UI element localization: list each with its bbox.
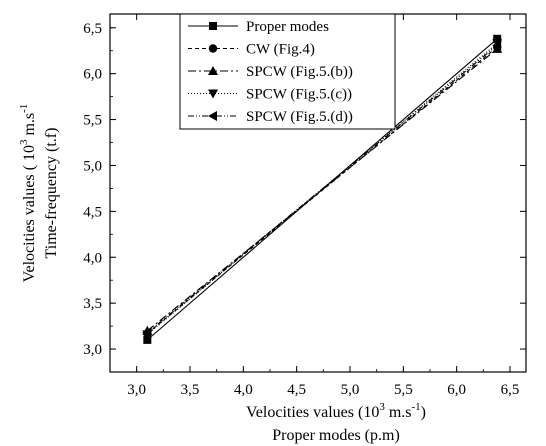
x-axis-title-part: Velocities values (10 xyxy=(246,404,379,421)
y-tick-label: 3,0 xyxy=(83,342,102,358)
series-line xyxy=(146,42,498,335)
x-tick-label: 4,0 xyxy=(234,382,253,398)
x-tick-label: 3,0 xyxy=(127,382,146,398)
y-axis-subtitle: Time-frequency (t.f) xyxy=(43,128,60,259)
y-tick-label: 6,5 xyxy=(83,21,102,37)
data-point xyxy=(493,34,502,43)
x-tick-label: 6,5 xyxy=(501,382,520,398)
y-axis-title-part: Velocities values ( 10 xyxy=(21,145,38,282)
series-line xyxy=(146,48,498,332)
y-tick-label: 5,0 xyxy=(83,158,102,174)
legend: Proper modes CW (Fig.4) SPCW (Fig.5.(b)) SP… xyxy=(179,13,396,130)
y-tick-label: 5,5 xyxy=(83,113,102,129)
y-axis-title: Velocities values ( 103 m.s-1 xyxy=(18,104,38,283)
data-point xyxy=(492,43,503,53)
x-axis-title-sup: -1 xyxy=(411,401,420,413)
y-axis-title-sup: -1 xyxy=(18,104,30,113)
x-axis-title-sup: 3 xyxy=(379,401,385,413)
legend-label: Proper modes xyxy=(246,19,329,35)
data-point xyxy=(492,40,502,51)
y-axis-title-sup: 3 xyxy=(18,139,30,145)
x-tick-label: 5,5 xyxy=(394,382,413,398)
x-tick-label: 3,5 xyxy=(181,382,200,398)
data-point xyxy=(143,335,152,344)
legend-label: SPCW (Fig.5.(d)) xyxy=(246,109,353,125)
x-tick-label: 6,0 xyxy=(447,382,466,398)
legend-label: CW (Fig.4) xyxy=(246,42,315,58)
axis-ticks: 3,0 3,5 4,0 4,5 5,0 5,5 6,0 6,5 3,0 3,5 4,0 4,5 5,0 5… xyxy=(83,14,526,398)
legend-marker xyxy=(209,22,217,30)
legend-marker xyxy=(208,89,218,99)
series-4 xyxy=(142,40,502,338)
x-axis-title-part: ) xyxy=(421,404,426,421)
x-axis-subtitle: Proper modes (p.m) xyxy=(272,427,400,444)
data-point xyxy=(142,327,152,338)
y-tick-label: 4,5 xyxy=(83,204,102,220)
legend-marker xyxy=(208,66,218,75)
series-group xyxy=(142,34,503,344)
x-tick-label: 5,0 xyxy=(341,382,360,398)
series-line xyxy=(146,44,498,333)
legend-marker xyxy=(208,111,217,121)
x-tick-label: 4,5 xyxy=(287,382,306,398)
legend-label: SPCW (Fig.5.(b)) xyxy=(246,64,353,80)
legend-marker xyxy=(208,44,218,53)
y-axis-title-part: m.s xyxy=(21,113,38,140)
y-tick-label: 6,0 xyxy=(83,67,102,83)
x-axis-title: Velocities values (103 m.s-1) xyxy=(246,401,426,421)
x-axis-title-part: m.s xyxy=(385,404,412,421)
y-tick-label: 4,0 xyxy=(83,250,102,266)
legend-label: SPCW (Fig.5.(c)) xyxy=(246,87,352,103)
y-tick-label: 3,5 xyxy=(83,296,102,312)
